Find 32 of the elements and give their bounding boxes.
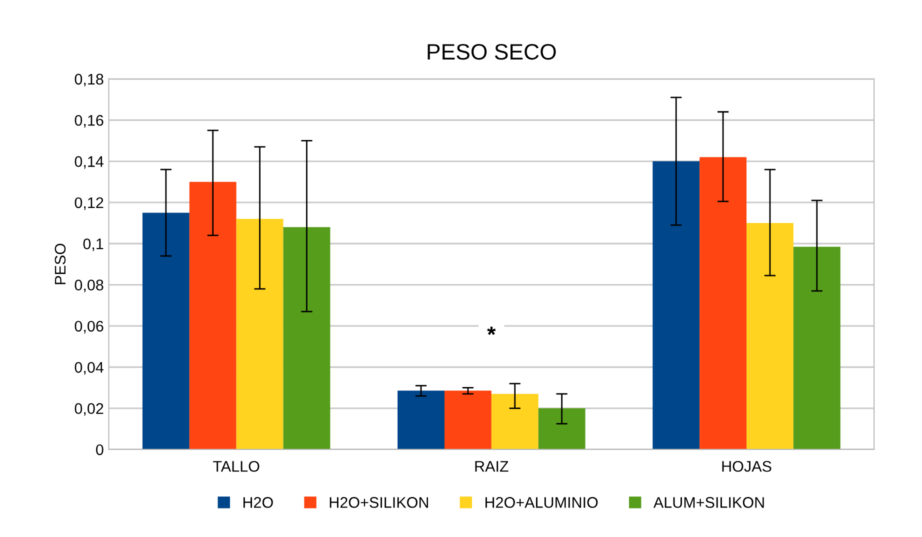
bar: [793, 246, 840, 450]
y-tick-label: 0,1: [83, 238, 104, 252]
y-tick-label: 0,08: [74, 280, 104, 292]
y-tick-label: 0,14: [74, 156, 104, 169]
y-tick-label: 0,16: [74, 114, 104, 128]
y-tick-label: 0: [96, 444, 104, 456]
legend-label: H2O+SILIKON: [330, 497, 428, 508]
x-tick-label: HOJAS: [722, 460, 772, 472]
y-tick-label: 0,12: [74, 197, 104, 210]
legend-label: H2O: [243, 497, 273, 508]
y-tick-label: 0,18: [74, 74, 104, 86]
y-tick-label: 0,04: [74, 362, 104, 375]
bar: [538, 408, 586, 450]
bar: [652, 161, 700, 450]
bar: [700, 157, 747, 450]
bar: [491, 394, 538, 450]
bar: [283, 227, 330, 450]
legend-label: ALUM+SILIKON: [653, 497, 764, 508]
chart-title: PESO SECO: [428, 44, 556, 60]
bar: [398, 390, 444, 450]
y-axis-title: PESO: [54, 244, 66, 284]
legend-label: H2O+ALUMINIO: [485, 497, 598, 508]
bar: [746, 223, 794, 450]
bar: [236, 218, 284, 450]
x-tick-label: TALLO: [213, 460, 260, 472]
bar: [142, 212, 190, 450]
y-tick-label: 0,02: [74, 403, 104, 416]
bar: [189, 182, 236, 450]
bar: [444, 390, 492, 450]
x-tick-label: RAIZ: [475, 461, 508, 472]
y-tick-label: 0,06: [74, 320, 104, 334]
annotation: *: [487, 326, 496, 335]
